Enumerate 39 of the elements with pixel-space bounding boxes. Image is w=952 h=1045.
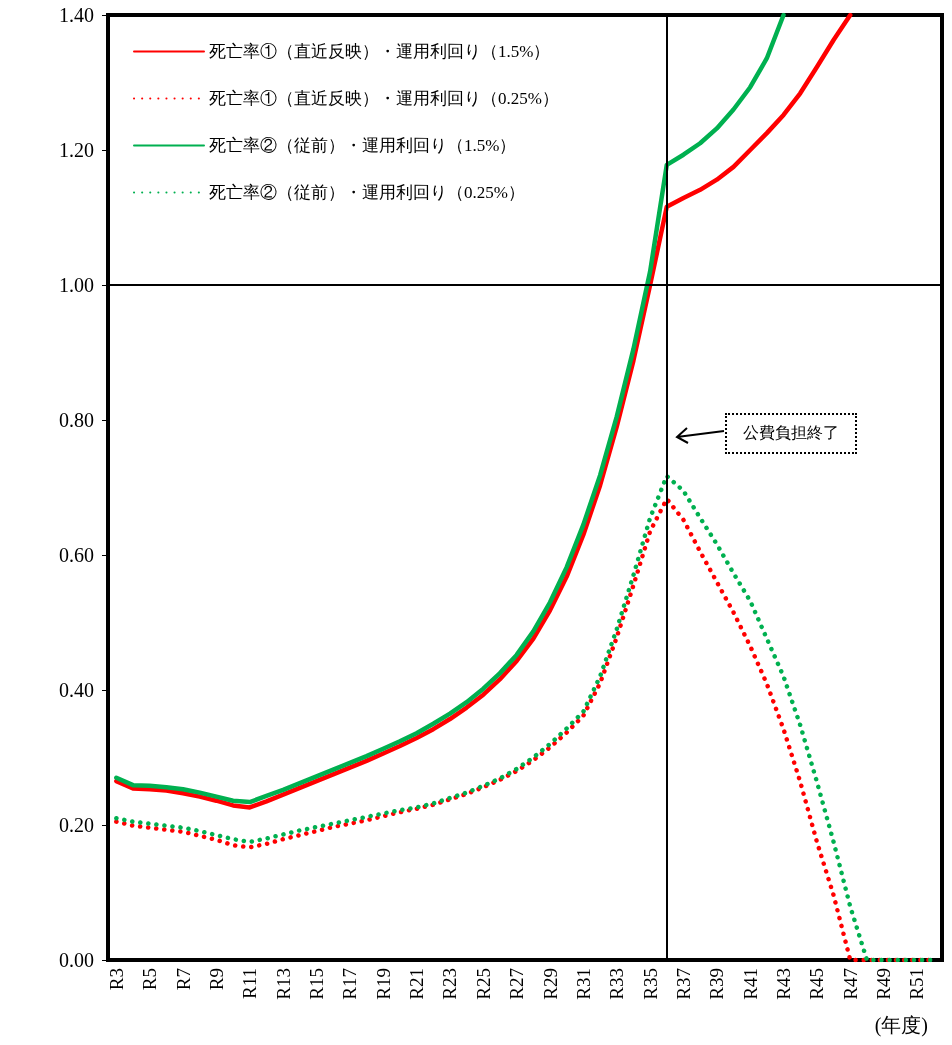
x-tick-label: R33 <box>606 968 628 1000</box>
x-tick-label: R25 <box>472 968 494 1000</box>
x-tick-label: R21 <box>406 968 428 1000</box>
x-tick-label: R3 <box>105 968 127 991</box>
legend-label: 死亡率①（直近反映）・運用利回り（1.5%） <box>209 42 551 61</box>
x-tick-label: R37 <box>672 968 694 1000</box>
x-tick-label: R41 <box>739 968 761 1000</box>
x-tick-label: R5 <box>139 968 161 991</box>
y-tick-label: 1.20 <box>59 139 94 161</box>
y-tick-label: 0.20 <box>59 814 94 836</box>
x-tick-label: R15 <box>306 968 327 1000</box>
annotation: 公費負担終了 <box>724 413 857 455</box>
y-tick-label: 1.00 <box>59 274 94 296</box>
x-tick-label: R13 <box>272 968 294 1000</box>
legend-label: 死亡率①（直近反映）・運用利回り（0.25%） <box>209 89 559 108</box>
legend-label: 死亡率②（従前）・運用利回り（0.25%） <box>209 183 525 202</box>
x-tick-label: R17 <box>339 968 361 1000</box>
x-tick-label: R7 <box>172 968 194 991</box>
y-tick-label: 0.80 <box>59 409 94 431</box>
x-axis-title: (年度) <box>874 1013 928 1039</box>
x-tick-label: R23 <box>439 968 461 1000</box>
y-tick-label: 0.60 <box>59 544 94 566</box>
x-tick-label: R39 <box>706 968 728 1000</box>
x-tick-label: R49 <box>873 968 895 1000</box>
x-tick-label: R51 <box>906 968 928 1000</box>
x-tick-label: R31 <box>572 968 594 1000</box>
x-tick-label: R29 <box>539 968 561 1000</box>
y-tick-label: 0.00 <box>59 949 94 971</box>
legend-label: 死亡率②（従前）・運用利回り（1.5%） <box>209 136 517 155</box>
x-tick-label: R19 <box>372 968 394 1000</box>
x-tick-label: R43 <box>773 968 795 1000</box>
x-tick-label: R45 <box>806 968 828 1000</box>
x-tick-label: R9 <box>205 968 227 991</box>
x-tick-label: R11 <box>239 968 261 999</box>
x-tick-label: R47 <box>839 968 861 1000</box>
x-tick-label: R35 <box>639 968 661 1000</box>
y-tick-label: 0.40 <box>59 679 94 701</box>
x-tick-label: R27 <box>506 968 528 1000</box>
y-tick-label: 1.40 <box>59 4 94 26</box>
